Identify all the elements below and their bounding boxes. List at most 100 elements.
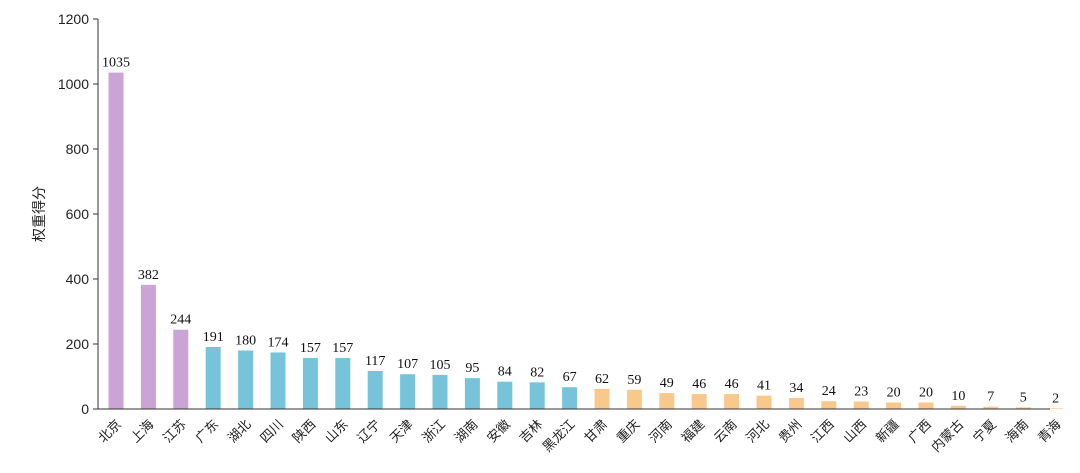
x-tick-label: 黑龙江 [540,417,578,455]
bar [464,378,480,409]
y-tick-label: 800 [66,141,90,157]
x-tick-label: 内蒙古 [928,417,967,456]
y-axis-label-group: 权重得分 [31,186,48,242]
y-axis: 0 200 400 600 800 1000 1200 [58,11,99,417]
data-label: 20 [887,386,901,401]
x-tick-label: 江苏 [160,417,190,447]
data-label: 180 [235,334,256,349]
x-tick-label: 甘肃 [582,417,611,446]
data-label: 157 [332,341,353,356]
bar [983,406,999,409]
bar [756,395,772,409]
y-tick-label: 1200 [58,11,89,27]
x-tick-label: 江西 [809,417,838,446]
data-label: 174 [268,335,289,350]
data-label: 5 [1020,390,1027,405]
x-tick-label: 安徽 [485,417,514,446]
x-tick-label: 云南 [711,417,741,447]
bar [1015,407,1031,409]
x-tick-label: 广东 [193,417,222,446]
data-label: 46 [725,377,739,392]
x-tick-label: 贵州 [776,417,805,446]
y-tick-label: 600 [66,206,90,222]
bar [626,389,642,409]
bar [140,284,156,409]
x-tick-label: 上海 [128,417,157,446]
bar [1048,408,1064,409]
data-label: 105 [430,358,451,373]
data-label: 49 [660,376,674,391]
data-label: 382 [138,268,159,283]
bar [886,402,902,409]
bar [853,401,869,409]
data-label: 191 [203,330,224,345]
data-label: 95 [465,361,479,376]
bar [432,374,448,409]
x-tick-label: 青海 [1035,417,1064,446]
bar [821,401,837,409]
bar [335,357,351,409]
x-tick-label: 重庆 [614,417,644,447]
y-axis-label: 权重得分 [31,186,48,242]
data-label: 1035 [102,56,130,71]
data-label: 23 [854,385,868,400]
x-tick-label: 吉林 [517,417,546,446]
data-label: 157 [300,341,321,356]
data-label: 117 [365,354,385,369]
bar [529,382,545,409]
bar [562,387,578,409]
bar [950,405,966,409]
data-label: 7 [987,390,994,405]
y-tick-label: 1000 [58,76,89,92]
x-tick-label: 河北 [744,417,773,446]
x-tick-label: 宁夏 [970,417,1000,447]
x-tick-label: 四川 [258,417,287,446]
data-label: 59 [627,373,641,388]
x-tick-label: 新疆 [873,417,903,447]
x-tick-label: 海南 [1002,417,1032,447]
x-tick-label: 福建 [679,417,708,446]
x-tick-label: 天津 [387,417,416,446]
data-label: 107 [397,357,418,372]
y-tick-label: 0 [81,401,89,417]
data-label: 244 [170,313,191,328]
x-tick-label: 山西 [841,417,870,446]
data-label: 62 [595,372,609,387]
bar [238,350,254,409]
x-tick-label: 北京 [96,417,125,446]
bar [367,370,383,409]
x-tick-label: 湖北 [225,417,254,446]
data-label: 46 [692,377,706,392]
data-label: 34 [789,381,803,396]
data-label: 82 [530,365,544,380]
x-tick-label: 河南 [646,417,676,447]
bar [302,357,318,409]
bar [205,346,221,409]
y-tick-label: 400 [66,271,90,287]
bar [659,393,675,409]
bar [108,72,124,409]
bar [788,397,804,409]
bar [400,374,416,409]
x-tick-label: 陕西 [290,417,319,446]
bar [724,394,740,409]
x-tick-label: 湖南 [452,417,482,447]
x-tick-label: 广西 [906,417,935,446]
x-labels-group: 北京 上海 江苏 广东 湖北 四川 陕西 山东 辽宁 天津 浙江 湖南 安徽 吉林黑龙江 甘肃 重庆 河南 福建云… [96,417,1065,456]
x-tick-label: 辽宁 [354,417,384,447]
bar [691,394,707,409]
bar [918,402,934,409]
bar [270,352,286,409]
data-label: 41 [757,379,771,394]
data-label: 24 [822,384,836,399]
bar [497,381,513,409]
bars-group [108,72,1064,409]
bar [173,329,189,409]
data-label: 20 [919,386,933,401]
data-label: 10 [951,389,965,404]
x-tick-label: 山东 [323,417,352,446]
bar [594,388,610,409]
data-label: 67 [563,370,577,385]
